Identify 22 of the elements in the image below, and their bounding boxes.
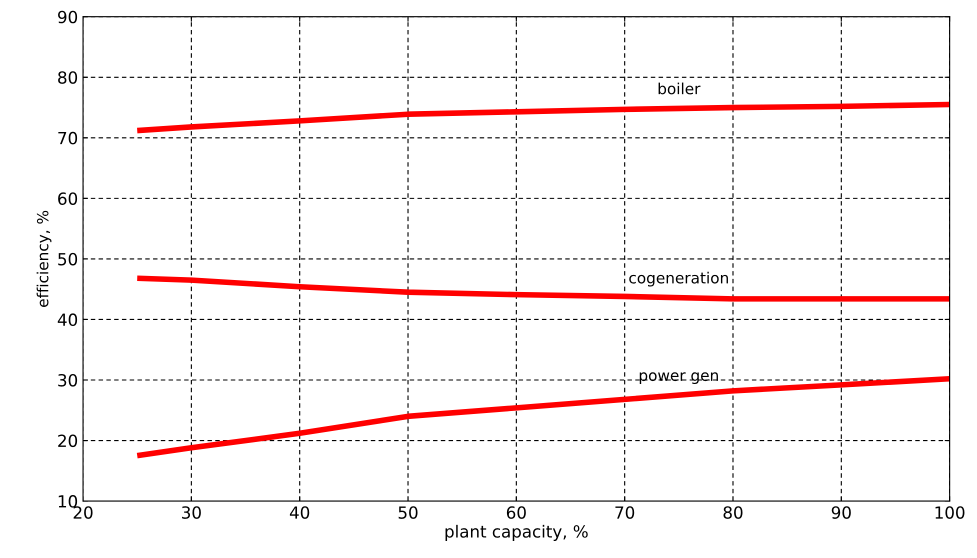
y-tick-label: 70: [58, 132, 78, 144]
y-axis-title: efficiency, %: [36, 210, 52, 307]
y-tick-label: 20: [58, 434, 78, 448]
y-tick-label: 80: [58, 71, 78, 84]
x-tick-label: 50: [398, 506, 418, 519]
x-tick-label: 80: [724, 506, 742, 519]
x-tick-label: 100: [936, 506, 964, 519]
series-label: cogeneration: [629, 272, 728, 287]
y-tick-label: 90: [58, 10, 78, 24]
x-tick-label: 70: [615, 506, 634, 519]
y-tick-label: 30: [58, 374, 78, 387]
x-tick-label: 30: [182, 506, 201, 519]
y-tick-label: 40: [58, 313, 78, 326]
y-tick-label: 50: [58, 252, 78, 266]
x-tick-label: 90: [832, 506, 851, 519]
y-tick-label: 60: [58, 192, 78, 205]
x-axis-title: plant capacity, %: [446, 524, 588, 541]
x-tick-label: 60: [506, 506, 526, 519]
series-label: boiler: [658, 82, 700, 94]
x-tick-label: 20: [74, 506, 93, 519]
x-tick-label: 40: [290, 506, 310, 519]
y-tick-label: 10: [58, 495, 78, 508]
